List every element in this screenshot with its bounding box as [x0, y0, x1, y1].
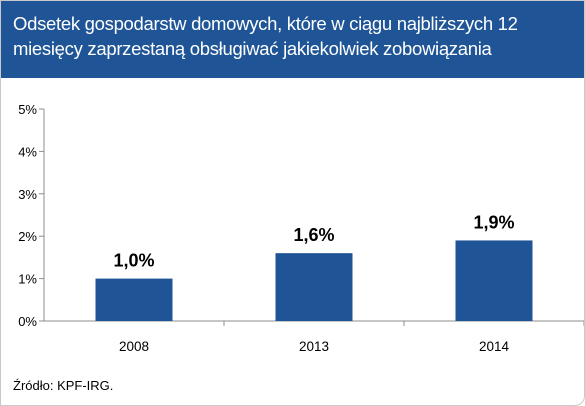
bar-2014 — [455, 240, 533, 321]
chart-data-labels: 1,0% 1,6% 1,9% — [113, 212, 514, 270]
y-tick-label: 1% — [18, 272, 37, 287]
data-label: 1,6% — [293, 225, 334, 245]
chart-title: Odsetek gospodarstw domowych, które w ci… — [13, 13, 518, 59]
bar-2013 — [275, 253, 353, 321]
chart-header: Odsetek gospodarstw domowych, które w ci… — [1, 1, 584, 78]
data-label: 1,9% — [473, 212, 514, 232]
y-tick-label: 0% — [18, 314, 37, 329]
x-tick-label: 2014 — [479, 339, 510, 354]
data-label: 1,0% — [113, 251, 154, 271]
x-tick-label: 2013 — [299, 339, 329, 354]
y-tick-label: 3% — [18, 187, 37, 202]
chart-bars — [95, 240, 533, 321]
source-note: Źródło: KPF-IRG. — [13, 378, 114, 393]
y-tick-label: 2% — [18, 229, 37, 244]
chart-axes: 0% 1% 2% 3% 4% 5% 2008 2013 2014 — [18, 102, 584, 354]
x-tick-label: 2008 — [119, 339, 149, 354]
y-tick-label: 5% — [18, 102, 37, 117]
y-tick-label: 4% — [18, 144, 37, 159]
bar-2008 — [95, 278, 173, 321]
